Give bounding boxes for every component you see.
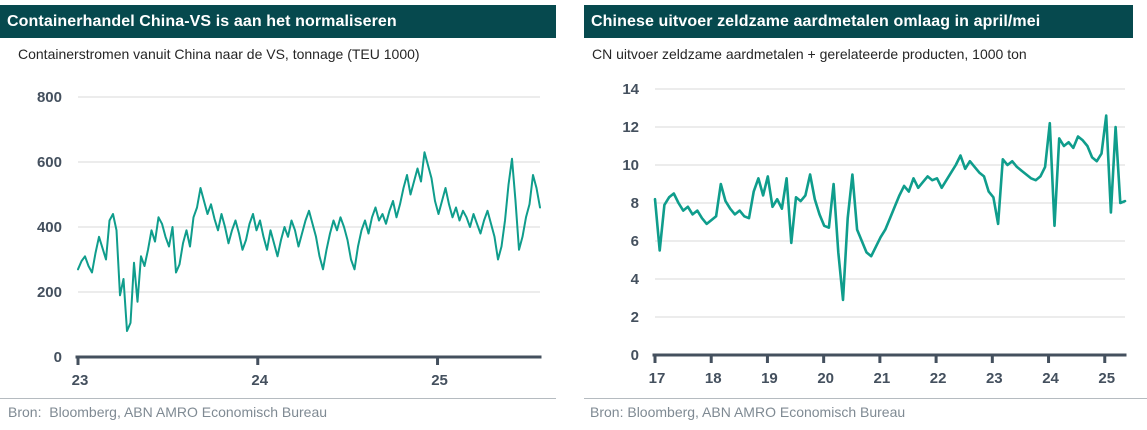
chart-title: Containerhandel China-VS is aan het norm… — [7, 12, 397, 30]
svg-text:24: 24 — [1042, 370, 1059, 387]
svg-text:19: 19 — [761, 370, 778, 387]
svg-text:25: 25 — [1098, 370, 1115, 387]
svg-text:800: 800 — [37, 89, 62, 106]
svg-text:18: 18 — [705, 370, 722, 387]
svg-text:2: 2 — [631, 309, 639, 326]
svg-text:0: 0 — [631, 347, 639, 364]
chart-panel-container-trade: Containerhandel China-VS is aan het norm… — [0, 0, 556, 430]
svg-text:10: 10 — [622, 157, 639, 174]
svg-text:8: 8 — [631, 195, 639, 212]
chart-panel-rare-earth-exports: Chinese uitvoer zeldzame aardmetalen oml… — [584, 0, 1147, 430]
source-label: Bron: Bloomberg, ABN AMRO Economisch Bur… — [590, 404, 906, 420]
svg-text:25: 25 — [431, 372, 448, 389]
svg-text:4: 4 — [631, 271, 640, 288]
svg-text:0: 0 — [54, 349, 62, 366]
svg-text:24: 24 — [251, 372, 268, 389]
chart-title-bar: Containerhandel China-VS is aan het norm… — [0, 5, 556, 38]
chart-subtitle: CN uitvoer zeldzame aardmetalen + gerela… — [592, 46, 1027, 62]
svg-text:23: 23 — [986, 370, 1003, 387]
svg-text:17: 17 — [649, 370, 666, 387]
chart-title-bar: Chinese uitvoer zeldzame aardmetalen oml… — [584, 5, 1133, 38]
source-divider — [0, 398, 556, 399]
svg-text:20: 20 — [817, 370, 834, 387]
svg-text:12: 12 — [622, 119, 639, 136]
svg-text:14: 14 — [622, 81, 639, 98]
chart-subtitle: Containerstromen vanuit China naar de VS… — [18, 46, 420, 62]
source-divider — [584, 398, 1147, 399]
svg-text:600: 600 — [37, 154, 62, 171]
chart-title: Chinese uitvoer zeldzame aardmetalen oml… — [591, 12, 1041, 30]
svg-text:6: 6 — [631, 233, 639, 250]
svg-text:400: 400 — [37, 219, 62, 236]
line-chart-container-trade: 0 200 400 600 800 23 24 25 — [37, 89, 542, 389]
svg-text:23: 23 — [72, 372, 89, 389]
svg-text:21: 21 — [874, 370, 891, 387]
svg-text:22: 22 — [930, 370, 947, 387]
svg-text:200: 200 — [37, 284, 62, 301]
source-label: Bron: Bloomberg, ABN AMRO Economisch Bur… — [8, 404, 328, 420]
